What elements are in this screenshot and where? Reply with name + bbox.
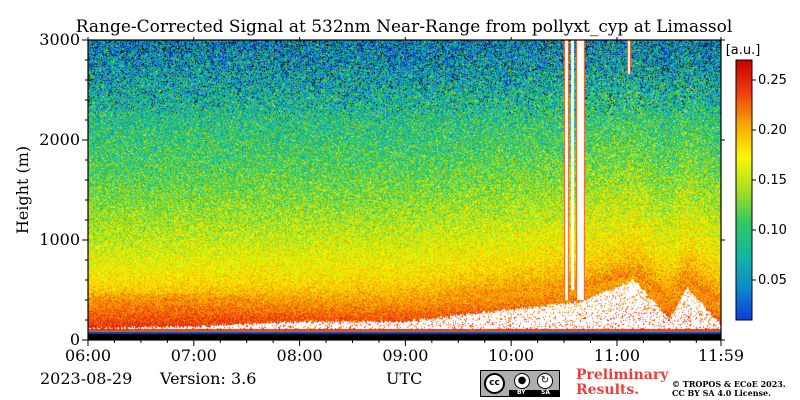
by-attribution-icon: ● [514,373,530,389]
y-tick-label-0: 0 [70,330,80,349]
date-label: 2023-08-29 [40,369,133,388]
y-axis-label: Height (m) [13,146,32,234]
x-tick-label-1: 07:00 [171,346,217,365]
colorbar-tick-label-1: 0.10 [758,223,787,238]
colorbar-tick-label-0: 0.05 [758,273,787,288]
copyright-notice: © TROPOS & ECoE 2023. CC BY SA 4.0 Licen… [672,380,797,398]
copyright-line-1: © TROPOS & ECoE 2023. [672,379,786,389]
heatmap-image [88,40,721,340]
x-tick-label-5: 11:00 [594,346,640,365]
cc-license-badge: cc ● ↻ BY SA [480,370,560,397]
cc-badge-strip [509,390,559,396]
colorbar-tick-label-4: 0.25 [758,73,787,88]
y-tick-label-3: 3000 [39,30,80,49]
share-alike-icon: ↻ [537,373,553,389]
cc-icon: cc [484,373,505,394]
copyright-line-2: CC BY SA 4.0 License. [672,388,771,398]
colorbar-ticks: 0.05 0.10 0.15 0.20 0.25 [752,73,787,288]
version-label: Version: 3.6 [160,369,257,388]
by-label: BY [517,389,526,396]
x-tick-label-3: 09:00 [382,346,428,365]
x-tick-label-6: 11:59 [698,346,744,365]
x-tick-label-4: 10:00 [488,346,534,365]
x-tick-label-2: 08:00 [277,346,323,365]
colorbar [735,59,753,321]
x-axis: 06:00 07:00 08:00 09:00 10:00 11:00 11:59 [65,37,744,365]
y-tick-label-1: 1000 [39,230,80,249]
colorbar-tick-label-2: 0.15 [758,173,787,188]
x-tick-label-0: 06:00 [65,346,111,365]
x-axis-label: UTC [386,369,423,388]
preliminary-results-label: Preliminary Results. [576,367,669,398]
chart-title: Range-Corrected Signal at 532nm Near-Ran… [76,17,733,37]
colorbar-label: [a.u.] [726,43,761,58]
y-axis: 0 1000 2000 3000 [39,30,725,349]
colorbar-tick-label-3: 0.20 [758,123,787,138]
plot-frame [87,39,722,341]
sa-label: SA [541,389,550,396]
y-tick-label-2: 2000 [39,130,80,149]
